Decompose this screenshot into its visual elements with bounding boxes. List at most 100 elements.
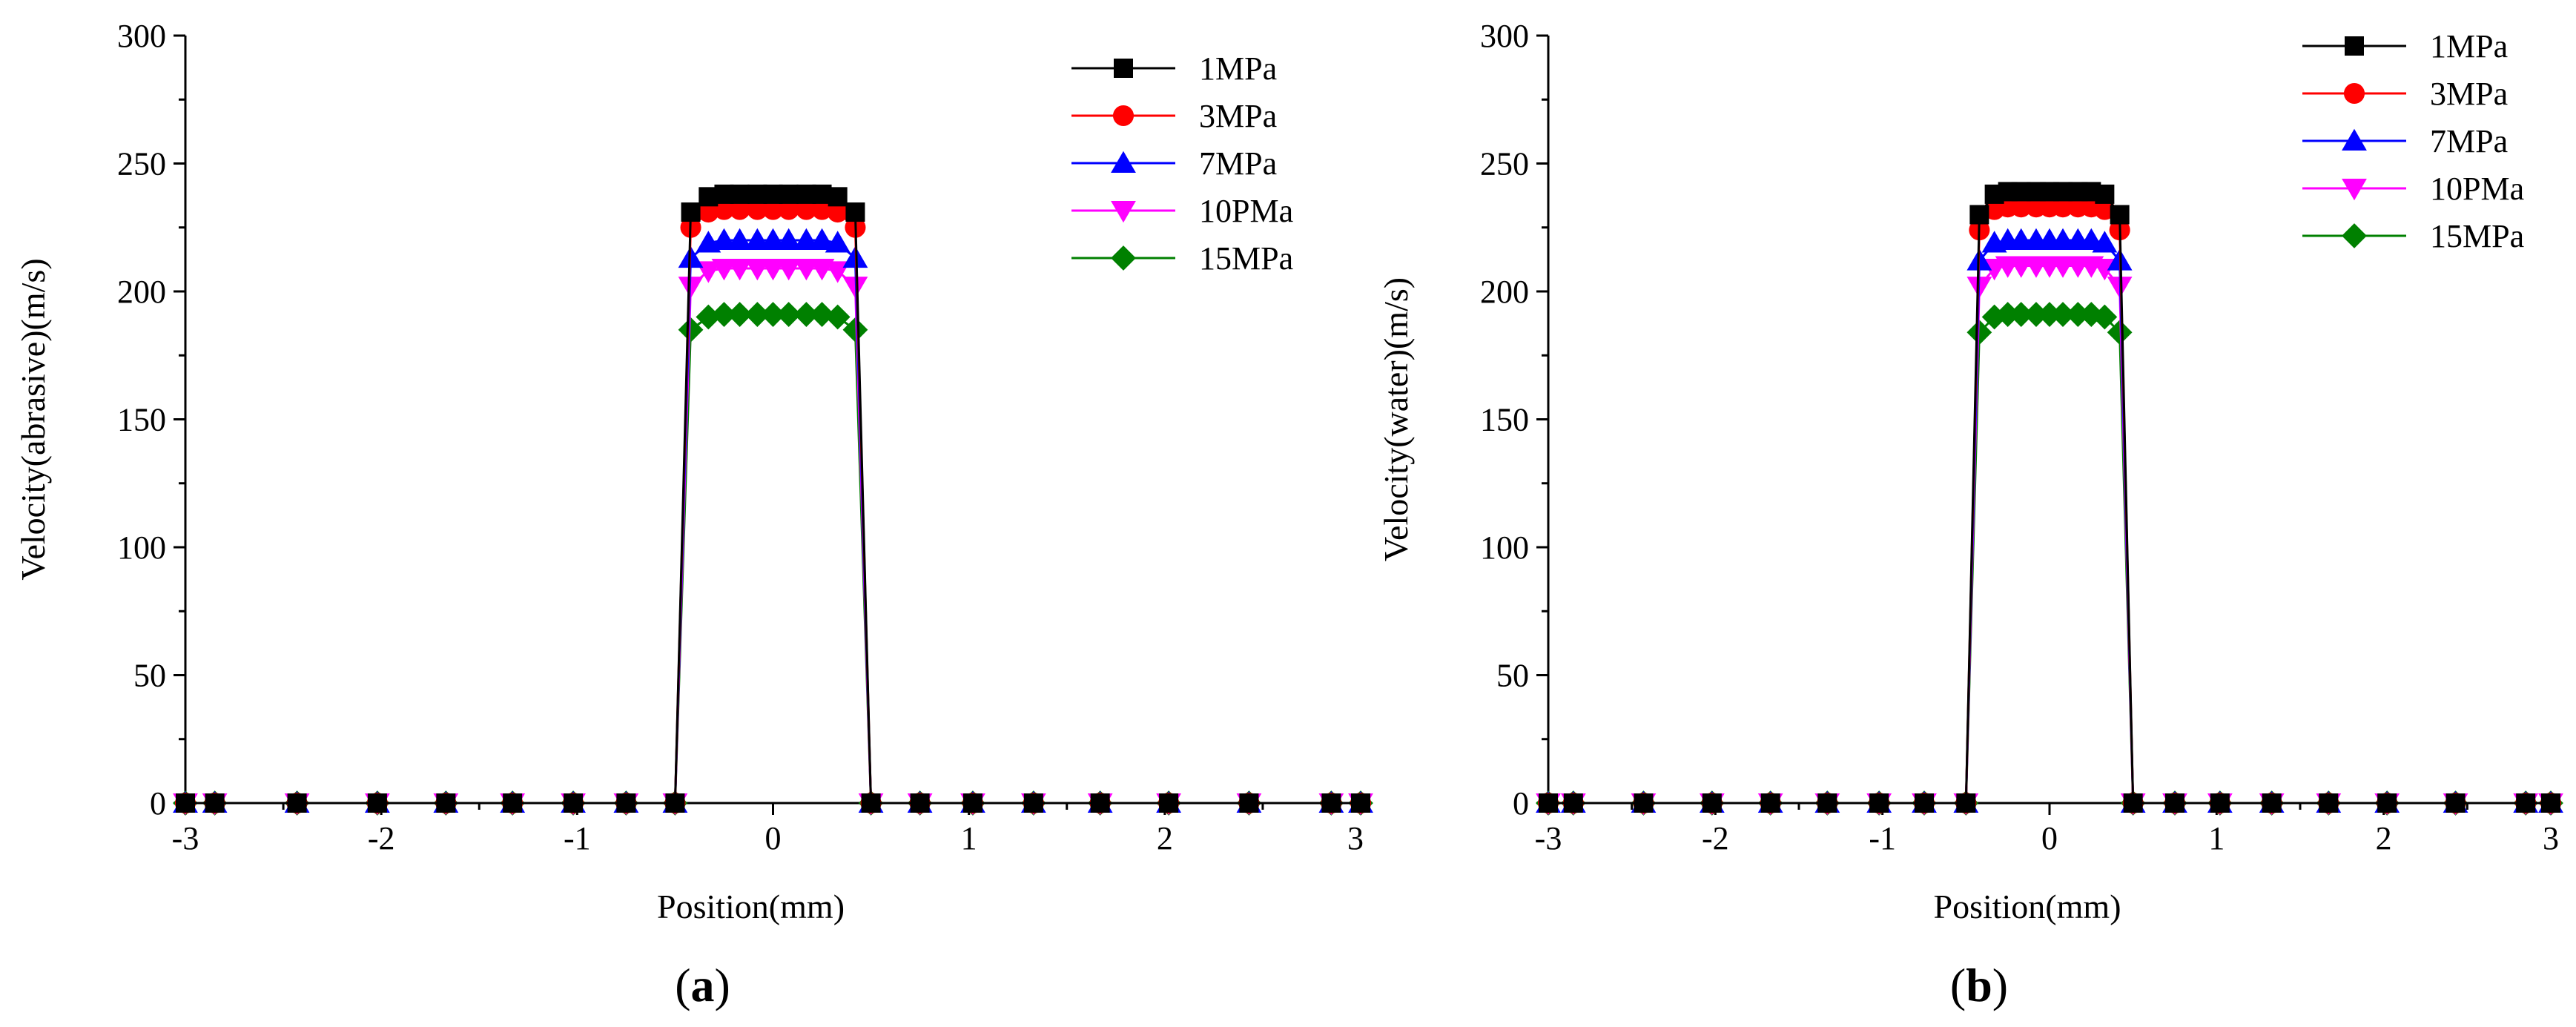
legend-entry-15MPa: 15MPa [1071,240,1293,277]
data-point-7MPa [793,228,819,250]
data-point-1MPa [176,793,195,813]
panel-label-close-paren: ) [715,959,730,1011]
series-line-15MPa [1548,313,2551,805]
x-tick-label: 1 [2208,820,2225,856]
legend-marker [2342,128,2367,151]
data-point-15MPa [2008,302,2034,327]
data-point-1MPa [1321,793,1341,813]
data-point-15MPa [2050,302,2075,327]
data-point-1MPa [2445,793,2466,813]
legend-marker [1114,59,1133,78]
series-1MPa [1539,182,2560,813]
data-point-3MPa [778,199,799,220]
data-point-15MPa [2065,302,2091,327]
y-tick-label: 200 [1480,274,1529,310]
legend-entry-3MPa: 3MPa [1071,98,1277,134]
data-point-1MPa [2210,793,2230,813]
data-point-1MPa [2165,793,2184,813]
series-line-3MPa [185,208,1361,805]
data-point-7MPa [809,228,835,250]
legend-label: 7MPa [1199,145,1277,182]
data-point-7MPa [2092,231,2118,253]
series-line-15MPa [185,313,1361,805]
data-point-1MPa [1760,793,1780,813]
legend-label: 7MPa [2430,123,2508,159]
data-point-7MPa [711,228,737,250]
data-point-1MPa [1090,793,1110,813]
data-point-1MPa [2110,205,2130,225]
data-point-10PMa [793,258,819,281]
data-point-10PMa [727,258,753,281]
data-point-1MPa [962,793,982,813]
legend-entry-3MPa: 3MPa [2302,76,2508,112]
x-tick-label: -2 [1702,820,1729,856]
x-tick-label: 3 [2543,820,2559,856]
series-10PMa [1536,256,2563,816]
legend-marker [2343,82,2365,105]
data-point-15MPa [696,304,721,330]
data-point-15MPa [711,302,737,327]
y-tick-label: 100 [117,529,166,566]
chart-panel-a: 0 50 100 150 200 250 300 -3 -2 -1 0 1 2 3 Position(mm)… [14,18,1373,1011]
y-tick-label: 150 [117,402,166,438]
series-line-1MPa [1548,191,2551,805]
data-point-1MPa [503,793,523,813]
y-tick-label: 200 [117,274,166,310]
data-point-1MPa [1563,793,1583,813]
legend-entry-15MPa: 15MPa [2302,218,2524,254]
legend-label: 10PMa [2430,171,2524,207]
data-point-1MPa [665,793,685,813]
series-3MPa [174,199,1372,814]
data-point-1MPa [564,793,584,813]
x-tick-label: -1 [1869,820,1896,856]
data-point-1MPa [436,793,456,813]
data-point-1MPa [828,187,848,207]
legend-entry-10PMa: 10PMa [2302,171,2524,207]
legend-entry-10PMa: 10PMa [1071,193,1293,229]
data-point-3MPa [729,199,750,220]
data-point-3MPa [2052,197,2074,218]
data-point-1MPa [2262,793,2282,813]
x-tick-label: -3 [172,820,199,856]
data-point-15MPa [678,317,704,343]
data-point-15MPa [842,317,868,343]
y-tick-label: 250 [1480,146,1529,182]
series-15MPa [1536,302,2563,816]
data-point-3MPa [2094,199,2116,220]
data-point-3MPa [811,199,833,220]
y-tick-label: 300 [1480,18,1529,54]
x-axis-title: Position(mm) [657,888,845,925]
data-point-15MPa [760,302,786,327]
panel-label: (a) [675,959,730,1011]
data-point-1MPa [1351,793,1370,813]
data-point-1MPa [205,793,225,813]
data-point-1MPa [1159,793,1179,813]
data-point-1MPa [1702,793,1722,813]
data-point-15MPa [1981,304,2007,330]
legend-label: 3MPa [2430,76,2508,112]
data-point-1MPa [1239,793,1259,813]
data-point-15MPa [793,302,819,327]
y-tick-label: 50 [133,658,166,694]
data-point-3MPa [827,202,848,223]
data-point-10PMa [744,258,770,281]
data-point-15MPa [2024,302,2049,327]
data-point-3MPa [2010,197,2032,218]
data-point-15MPa [825,304,851,330]
legend-marker [1111,245,1136,271]
y-axis-title: Velocity(water)(m/s) [1377,277,1415,561]
x-tick-label: -1 [564,820,591,856]
panel-label: (b) [1950,959,2008,1011]
data-point-1MPa [730,184,750,204]
data-point-1MPa [1969,205,1989,225]
panel-label-open-paren: ( [675,959,690,1011]
panel-label-close-paren: ) [1992,959,2008,1011]
legend-label: 15MPa [2430,218,2524,254]
data-point-1MPa [287,793,307,813]
data-point-1MPa [2123,793,2143,813]
legend-entry-7MPa: 7MPa [2302,123,2508,159]
data-point-3MPa [762,199,784,220]
data-point-1MPa [2095,184,2115,204]
data-point-10PMa [776,258,802,281]
series-15MPa [173,302,1373,816]
